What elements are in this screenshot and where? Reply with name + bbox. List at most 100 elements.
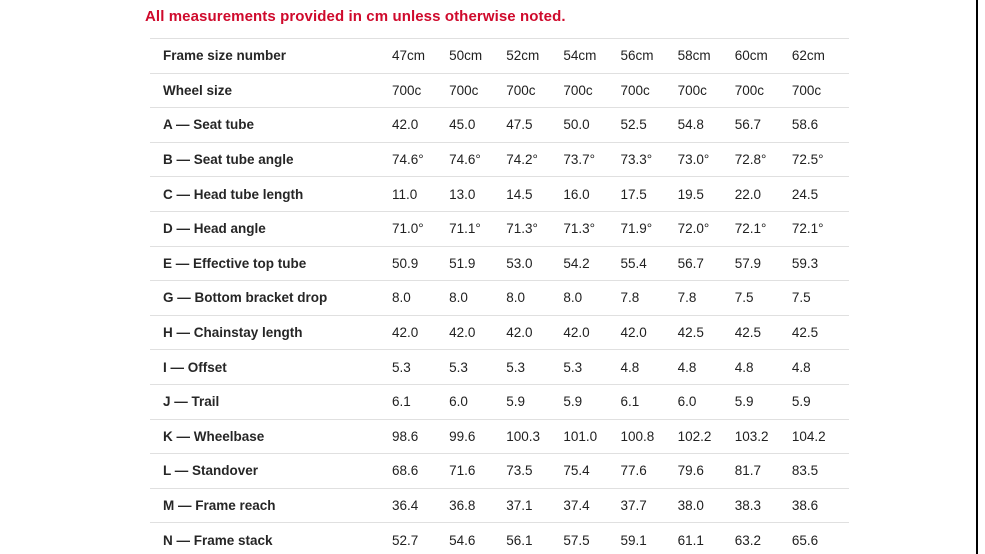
row-value: 59.1	[620, 532, 647, 548]
row-value: 50.0	[563, 117, 590, 133]
row-label: N — Frame stack	[163, 532, 273, 548]
row-value: 58.6	[791, 117, 819, 133]
row-value: 13.0	[449, 186, 476, 202]
row-value: 56.1	[506, 532, 533, 548]
row-value: 6.0	[449, 394, 468, 410]
row-label: M — Frame reach	[163, 498, 276, 514]
row-value: 16.0	[563, 186, 590, 202]
row-value: 52cm	[506, 48, 540, 64]
geometry-table-body: Frame size number 47cm 50cm 52cm 54cm 56cm 58c…	[150, 38, 849, 554]
table-row: Frame size number 47cm 50cm 52cm 54cm 56cm 58c…	[150, 38, 849, 74]
row-value: 8.0	[563, 290, 583, 306]
row-value: 71.9°	[620, 221, 653, 237]
row-value: 54.8	[677, 117, 704, 133]
row-value: 22.0	[734, 186, 762, 202]
row-value: 5.3	[563, 359, 583, 375]
row-value: 7.8	[620, 290, 640, 306]
row-value: 71.3°	[563, 221, 596, 237]
row-value: 73.5	[506, 463, 533, 479]
row-value: 71.1°	[449, 221, 481, 237]
row-value: 37.4	[563, 498, 590, 514]
row-value: 36.8	[449, 498, 476, 514]
row-value: 6.1	[392, 394, 411, 410]
table-row: J — Trail 6.1 6.0 5.9 5.9 6.1 6.0 5.9 5.9	[150, 384, 849, 419]
row-value: 700c	[620, 82, 650, 98]
row-value: 8.0	[392, 290, 411, 306]
row-value: 37.7	[620, 498, 647, 514]
row-value: 37.1	[506, 498, 533, 514]
table-row: L — Standover 68.6 71.6 73.5 75.4 77.6 79.6 81.…	[150, 453, 849, 489]
row-value: 14.5	[506, 186, 533, 202]
row-value: 65.6	[791, 532, 819, 548]
row-label: Frame size number	[163, 48, 287, 64]
row-label: K — Wheelbase	[163, 428, 265, 444]
row-value: 72.5°	[791, 152, 824, 168]
row-value: 103.2	[734, 428, 769, 444]
row-value: 4.8	[677, 359, 697, 375]
row-value: 63.2	[734, 532, 762, 548]
row-value: 47.5	[506, 117, 533, 133]
row-value: 38.3	[734, 498, 762, 514]
row-value: 8.0	[506, 290, 526, 306]
row-value: 5.9	[563, 394, 583, 410]
row-value: 8.0	[449, 290, 468, 306]
table-row: K — Wheelbase 98.6 99.6 100.3 101.0 100.8 102.…	[150, 419, 849, 454]
row-value: 73.0°	[677, 152, 710, 168]
row-value: 59.3	[791, 255, 819, 271]
row-value: 61.1	[677, 532, 704, 548]
row-value: 102.2	[677, 428, 712, 444]
row-value: 56.7	[734, 117, 762, 133]
row-value: 4.8	[620, 359, 640, 375]
row-value: 5.9	[734, 394, 754, 410]
row-value: 42.0	[392, 117, 419, 133]
row-value: 42.0	[620, 325, 647, 341]
table-row: C — Head tube length 11.0 13.0 14.5 16.0 17.5…	[150, 176, 849, 212]
table-row: D — Head angle 71.0° 71.1° 71.3° 71.3° 71.9° 7…	[150, 211, 849, 246]
row-value: 42.5	[677, 325, 704, 341]
row-value: 81.7	[734, 463, 762, 479]
row-value: 51.9	[449, 255, 476, 271]
row-value: 42.5	[791, 325, 819, 341]
table-row: A — Seat tube 42.0 45.0 47.5 50.0 52.5 54.8 56.…	[150, 107, 849, 143]
table-row: E — Effective top tube 50.9 51.9 53.0 54.2 55…	[150, 246, 849, 281]
row-value: 700c	[449, 82, 479, 98]
row-value: 7.5	[734, 290, 754, 306]
row-value: 7.8	[677, 290, 697, 306]
row-value: 100.8	[620, 428, 655, 444]
row-value: 56cm	[620, 48, 654, 64]
row-value: 54.2	[563, 255, 590, 271]
row-value: 6.0	[677, 394, 697, 410]
row-value: 74.6°	[449, 152, 481, 168]
row-value: 700c	[392, 82, 422, 98]
row-label: J — Trail	[163, 394, 220, 410]
row-value: 38.0	[677, 498, 704, 514]
row-label: L — Standover	[163, 463, 259, 479]
row-label: C — Head tube length	[163, 186, 304, 202]
measurements-note: All measurements provided in cm unless o…	[145, 8, 566, 25]
row-value: 700c	[563, 82, 593, 98]
row-value: 77.6	[620, 463, 647, 479]
row-value: 73.7°	[563, 152, 596, 168]
row-value: 56.7	[677, 255, 704, 271]
row-value: 101.0	[563, 428, 598, 444]
table-row: Wheel size 700c 700c 700c 700c 700c 700c 700c 70…	[150, 73, 849, 108]
row-value: 42.0	[449, 325, 476, 341]
row-value: 38.6	[791, 498, 819, 514]
row-value: 54.6	[449, 532, 476, 548]
row-value: 74.2°	[506, 152, 538, 168]
row-value: 52.7	[392, 532, 419, 548]
row-value: 42.0	[563, 325, 590, 341]
row-value: 50cm	[449, 48, 483, 64]
row-value: 5.9	[791, 394, 811, 410]
table-row: I — Offset 5.3 5.3 5.3 5.3 4.8 4.8 4.8 4.8	[150, 349, 849, 385]
row-value: 52.5	[620, 117, 647, 133]
row-value: 5.3	[449, 359, 468, 375]
row-value: 47cm	[392, 48, 426, 64]
row-value: 71.0°	[392, 221, 424, 237]
row-value: 5.3	[506, 359, 526, 375]
row-value: 75.4	[563, 463, 590, 479]
row-label: Wheel size	[163, 82, 233, 98]
row-value: 60cm	[734, 48, 768, 64]
row-value: 79.6	[677, 463, 704, 479]
